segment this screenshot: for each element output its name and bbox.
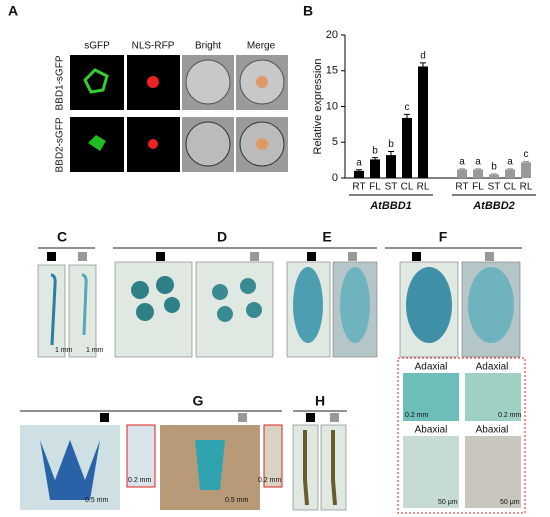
- legend-swatch: [412, 252, 421, 261]
- significance-letter: b: [491, 161, 497, 172]
- panel-label: H: [315, 393, 325, 409]
- panel-label: D: [217, 229, 227, 245]
- panel-label: A: [8, 3, 18, 19]
- row-label: BBD2-sGFP: [55, 117, 66, 172]
- scale-label: 0.2 mm: [128, 477, 152, 484]
- y-tick-label: 10: [326, 100, 338, 112]
- group-label: AtBBD2: [472, 200, 515, 212]
- error-bar: [507, 168, 513, 171]
- photo: [403, 373, 459, 421]
- bar: [505, 169, 515, 178]
- scale-label: 50 μm: [500, 499, 520, 506]
- photo: [126, 424, 156, 488]
- legend-swatch: [485, 252, 494, 261]
- inset-frame: [397, 357, 526, 514]
- legend-swatch: [156, 252, 165, 261]
- significance-letter: c: [405, 102, 410, 113]
- legend-swatch: [348, 252, 357, 261]
- x-tick-label: CL: [504, 182, 517, 193]
- y-axis-label: Relative expression: [312, 59, 324, 155]
- scale-label: 1 mm: [86, 347, 104, 354]
- bar: [521, 162, 531, 178]
- significance-letter: a: [356, 157, 362, 168]
- error-bar: [356, 169, 362, 172]
- bar-chart: Relative expression 0 5 10 15 20 a RT b FL b ST c CL d…: [312, 29, 536, 212]
- micrographs: [70, 55, 288, 172]
- inset-label: Abaxial: [415, 425, 448, 436]
- x-tick-label: RL: [520, 182, 533, 193]
- x-tick-label: ST: [488, 182, 501, 193]
- scale-label: 0.2 mm: [498, 412, 522, 419]
- bar: [418, 66, 428, 178]
- inset-label: Adaxial: [415, 362, 448, 373]
- group-label: AtBBD1: [369, 200, 412, 212]
- error-bar: [372, 157, 378, 162]
- inset-label: Abaxial: [476, 425, 509, 436]
- x-tick-label: ST: [385, 182, 398, 193]
- x-tick-label: FL: [369, 182, 381, 193]
- bar: [489, 174, 499, 178]
- bar: [386, 155, 396, 178]
- legend-swatch: [306, 413, 315, 422]
- significance-letter: a: [459, 156, 465, 167]
- x-tick-label: RL: [417, 182, 430, 193]
- inset-label: Adaxial: [476, 362, 509, 373]
- error-bar: [475, 168, 481, 171]
- significance-letter: c: [524, 149, 529, 160]
- y-tick-label: 5: [332, 136, 338, 148]
- scale-label: 0.2 mm: [405, 412, 429, 419]
- panel-label: E: [322, 229, 331, 245]
- error-bar: [404, 113, 410, 122]
- x-tick-label: RT: [455, 182, 468, 193]
- column-header: Bright: [195, 41, 221, 52]
- bar: [354, 170, 364, 178]
- legend-swatch: [100, 413, 109, 422]
- x-tick-label: FL: [472, 182, 484, 193]
- legend-swatch: [78, 252, 87, 261]
- scale-label: 0.5 mm: [225, 497, 249, 504]
- x-tick-label: CL: [401, 182, 414, 193]
- panel-label: G: [193, 393, 204, 409]
- y-tick-label: 15: [326, 65, 338, 77]
- legend-swatch: [307, 252, 316, 261]
- row-label: BBD1-sGFP: [55, 55, 66, 110]
- photo: [403, 436, 459, 508]
- error-bar: [388, 151, 394, 159]
- bar: [457, 169, 467, 178]
- scale-label: 1 mm: [55, 347, 73, 354]
- significance-letter: a: [507, 156, 513, 167]
- legend-swatch: [47, 252, 56, 261]
- x-tick-label: RT: [352, 182, 365, 193]
- error-bar: [420, 62, 426, 71]
- scale-label: 0.2 mm: [258, 477, 282, 484]
- photo: [263, 424, 283, 488]
- column-header: Merge: [247, 41, 276, 52]
- significance-letter: a: [475, 156, 481, 167]
- y-tick-label: 20: [326, 29, 338, 41]
- column-header: NLS-RFP: [132, 41, 175, 52]
- photo: [465, 373, 521, 421]
- column-header: sGFP: [84, 41, 110, 52]
- photo: [465, 436, 521, 508]
- bar: [402, 117, 412, 178]
- scale-label: 0.5 mm: [85, 497, 109, 504]
- error-bar: [491, 173, 497, 176]
- panel-label: C: [57, 229, 67, 245]
- legend-swatch: [250, 252, 259, 261]
- panel-label: F: [439, 229, 448, 245]
- error-bar: [523, 161, 529, 163]
- significance-letter: d: [420, 51, 426, 62]
- bar: [370, 159, 380, 178]
- panel-label: B: [303, 3, 313, 19]
- bar: [473, 169, 483, 178]
- legend-swatch: [330, 413, 339, 422]
- scale-label: 50 μm: [438, 499, 458, 506]
- legend-swatch: [238, 413, 247, 422]
- significance-letter: b: [372, 145, 378, 156]
- significance-letter: b: [388, 139, 394, 150]
- photo: [68, 264, 97, 358]
- error-bar: [459, 168, 465, 171]
- y-tick-label: 0: [332, 172, 338, 184]
